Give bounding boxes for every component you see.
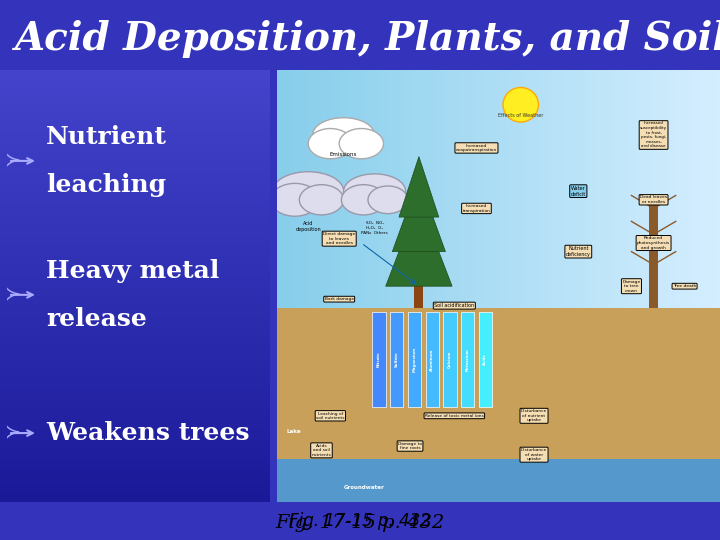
Text: Fig. 17-15 p. 432: Fig. 17-15 p. 432 xyxy=(289,512,431,530)
Text: Reduced
photosynthesis
and growth: Reduced photosynthesis and growth xyxy=(637,237,670,249)
Bar xyxy=(408,312,421,407)
Text: Sulfate: Sulfate xyxy=(395,352,399,367)
Bar xyxy=(390,312,403,407)
Text: Acid
deposition: Acid deposition xyxy=(295,221,321,232)
Text: Acid Deposition, Plants, and Soil: Acid Deposition, Plants, and Soil xyxy=(14,19,720,58)
Text: ≻: ≻ xyxy=(6,285,22,305)
Text: Calcium: Calcium xyxy=(448,351,452,368)
Text: ≻: ≻ xyxy=(6,151,22,171)
Text: Dead leaves
or needles: Dead leaves or needles xyxy=(640,195,667,204)
Polygon shape xyxy=(392,178,446,252)
Text: Nutrient: Nutrient xyxy=(46,125,167,149)
Ellipse shape xyxy=(308,129,353,159)
Text: leaching: leaching xyxy=(46,173,166,197)
Bar xyxy=(277,459,720,502)
Text: Soil acidification: Soil acidification xyxy=(434,303,474,308)
Text: Ø: Ø xyxy=(14,423,35,447)
Text: Increased
susceptibility
to frost,
pests, fungi,
mosses,
and disease: Increased susceptibility to frost, pests… xyxy=(640,122,667,148)
Text: Emissions: Emissions xyxy=(330,152,357,157)
Text: Magnesium: Magnesium xyxy=(413,347,416,372)
Text: Disturbance
of nutrient
uptake: Disturbance of nutrient uptake xyxy=(521,409,547,422)
Text: Nutrient
deficiency: Nutrient deficiency xyxy=(566,246,590,257)
Ellipse shape xyxy=(368,186,408,214)
Ellipse shape xyxy=(341,185,386,215)
Text: Disturbance
of water
uptake: Disturbance of water uptake xyxy=(521,448,547,461)
Text: ≻: ≻ xyxy=(6,423,22,443)
Text: Leaching of
soil nutrients: Leaching of soil nutrients xyxy=(316,411,345,420)
Text: Heavy metal: Heavy metal xyxy=(49,261,231,286)
Text: Lake: Lake xyxy=(286,429,301,434)
Text: Damage to
fine roots: Damage to fine roots xyxy=(398,442,422,450)
Bar xyxy=(461,312,474,407)
Ellipse shape xyxy=(312,118,374,152)
Text: Damage
to tree
crown: Damage to tree crown xyxy=(622,280,641,293)
Ellipse shape xyxy=(343,174,405,208)
Polygon shape xyxy=(277,308,720,502)
Text: Effects of Weather: Effects of Weather xyxy=(498,113,544,118)
Polygon shape xyxy=(386,200,452,286)
Bar xyxy=(444,312,456,407)
Polygon shape xyxy=(399,157,438,217)
Text: Bark damage: Bark damage xyxy=(325,297,354,301)
Text: Release of toxic metal ions: Release of toxic metal ions xyxy=(425,414,484,418)
Bar xyxy=(426,312,438,407)
Text: Direct damage
to leaves
and needles: Direct damage to leaves and needles xyxy=(323,232,355,245)
Text: Increased
transpiration: Increased transpiration xyxy=(462,204,490,213)
Text: Groundwater: Groundwater xyxy=(343,485,384,490)
Text: release: release xyxy=(46,307,147,330)
Polygon shape xyxy=(415,278,423,308)
Text: Potassium: Potassium xyxy=(466,348,469,371)
Text: Nitrate: Nitrate xyxy=(377,352,381,367)
Ellipse shape xyxy=(273,172,343,211)
Ellipse shape xyxy=(271,184,319,216)
Text: Heavy metal: Heavy metal xyxy=(46,259,219,283)
Text: Tree death: Tree death xyxy=(673,284,696,288)
Text: release: release xyxy=(49,308,155,333)
Bar xyxy=(649,200,658,308)
Ellipse shape xyxy=(300,185,343,215)
Text: Increased
evapotranspiration: Increased evapotranspiration xyxy=(456,144,497,152)
Text: leaching: leaching xyxy=(49,174,176,199)
Text: SO₂  NOₓ
H₂O₂  O₃
PANs  Others: SO₂ NOₓ H₂O₂ O₃ PANs Others xyxy=(361,221,388,234)
Text: Acids
and soil
nutrients: Acids and soil nutrients xyxy=(312,444,331,457)
Ellipse shape xyxy=(503,87,539,122)
Ellipse shape xyxy=(339,129,384,159)
Text: Weakens trees: Weakens trees xyxy=(46,421,249,445)
Text: Fig. 17-15 p. 432: Fig. 17-15 p. 432 xyxy=(275,514,445,532)
Text: Acids: Acids xyxy=(483,354,487,366)
Text: Ø: Ø xyxy=(14,285,35,309)
Text: Ø: Ø xyxy=(14,151,35,175)
Bar xyxy=(372,312,386,407)
Bar xyxy=(479,312,492,407)
Text: Nutrient: Nutrient xyxy=(49,127,176,152)
Text: Aluminum: Aluminum xyxy=(430,348,434,371)
Text: Weakens trees: Weakens trees xyxy=(49,399,264,424)
Text: Water
deficit: Water deficit xyxy=(571,186,586,197)
